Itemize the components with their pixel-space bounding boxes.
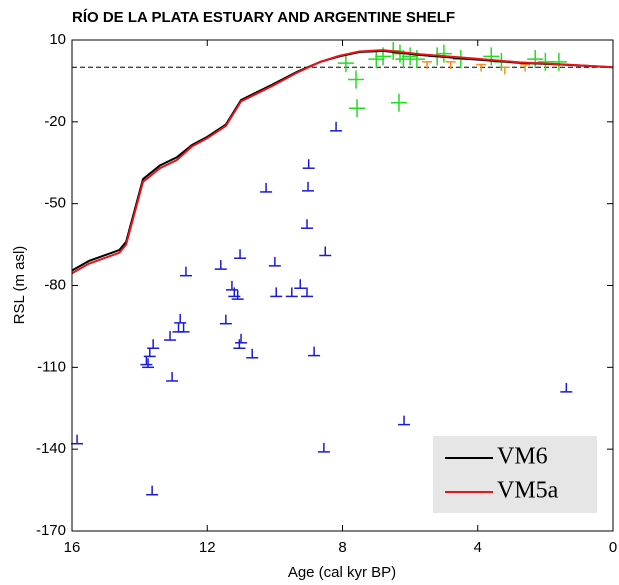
data-point <box>179 266 192 277</box>
x-tick-label: 4 <box>474 539 482 556</box>
data-point <box>550 52 567 71</box>
data-point <box>146 485 159 496</box>
y-tick-label: -170 <box>36 522 66 539</box>
data-point <box>71 434 84 445</box>
data-point <box>348 70 365 89</box>
data-point <box>302 159 315 169</box>
data-point <box>527 50 544 69</box>
data-point <box>520 63 531 72</box>
x-axis-label: Age (cal kyr BP) <box>288 564 396 581</box>
data-point <box>483 47 500 66</box>
data-point <box>445 61 456 69</box>
y-axis-label: RSL (m asl) <box>11 246 28 325</box>
data-point <box>435 44 452 63</box>
data-point <box>172 322 185 333</box>
data-point <box>228 287 241 298</box>
data-point <box>174 313 187 324</box>
plot-frame <box>71 39 614 532</box>
chart-title: RÍO DE LA PLATA ESTUARY AND ARGENTINE SH… <box>72 9 455 26</box>
data-point <box>225 280 238 291</box>
x-tick-label: 16 <box>64 539 81 556</box>
x-tick-label: 0 <box>609 539 617 556</box>
x-tick-label: 8 <box>338 539 346 556</box>
data-point <box>147 339 160 349</box>
x-tick-label: 12 <box>199 539 216 556</box>
data-point <box>177 322 190 333</box>
data-point <box>270 287 283 298</box>
y-tick-label: -20 <box>44 113 66 130</box>
data-point <box>294 279 307 289</box>
data-point <box>398 415 411 426</box>
data-point <box>308 346 321 357</box>
data-point <box>560 382 573 393</box>
data-point <box>422 61 433 69</box>
data-point <box>166 371 179 382</box>
data-point <box>233 339 246 349</box>
data-point <box>231 290 244 300</box>
legend-label: VM6 <box>497 444 548 470</box>
data-point <box>142 358 155 369</box>
data-point <box>260 182 273 193</box>
data-point <box>164 331 177 341</box>
data-point <box>214 260 227 270</box>
y-tick-label: 10 <box>49 31 66 48</box>
data-point <box>140 355 153 366</box>
data-point <box>302 181 315 192</box>
data-point <box>219 314 232 325</box>
data-point <box>317 442 330 453</box>
data-point <box>337 54 354 73</box>
legend-label: VM5a <box>497 478 559 504</box>
line <box>71 49 614 275</box>
data-point <box>402 47 419 66</box>
data-point <box>235 333 248 344</box>
y-tick-label: -110 <box>37 358 66 375</box>
data-point <box>300 219 313 229</box>
data-point <box>368 50 385 69</box>
data-point <box>246 348 259 359</box>
data-point <box>300 287 313 298</box>
line <box>71 49 614 272</box>
data-point <box>319 246 332 257</box>
data-point <box>349 99 366 118</box>
data-point <box>476 63 487 72</box>
data-point <box>537 52 554 71</box>
y-tick-label: -50 <box>44 195 66 212</box>
data-point <box>330 121 343 132</box>
legend-box <box>433 436 597 513</box>
data-point <box>390 93 407 112</box>
y-tick-label: -80 <box>44 276 66 293</box>
data-point <box>268 256 281 267</box>
data-point <box>285 287 298 298</box>
y-tick-label: -140 <box>36 440 66 457</box>
data-point <box>234 249 247 259</box>
